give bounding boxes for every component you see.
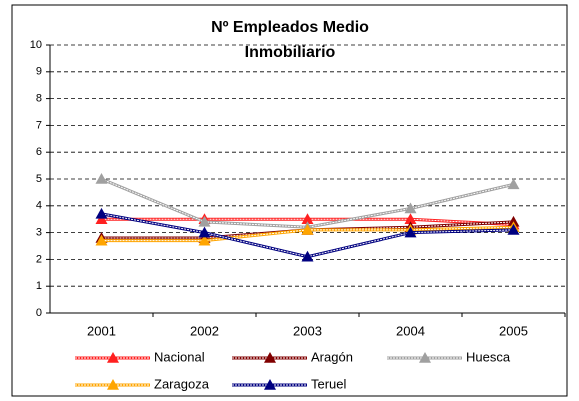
chart-border	[11, 4, 568, 397]
legend-marker	[264, 379, 276, 390]
marker	[301, 213, 314, 224]
marker	[198, 234, 211, 246]
y-tick-label: 4	[36, 200, 42, 212]
y-tick-label: 10	[30, 39, 42, 51]
marker	[404, 213, 417, 224]
chart-title: Inmobiliario	[245, 44, 336, 61]
legend-label: Teruel	[311, 376, 347, 391]
x-tick-label: 2003	[293, 323, 322, 338]
marker	[301, 250, 314, 262]
legend-marker	[107, 352, 119, 363]
marker	[198, 226, 211, 238]
y-tick-label: 2	[36, 253, 42, 265]
x-tick-label: 2002	[190, 323, 219, 338]
y-tick-label: 9	[36, 66, 42, 78]
x-tick-label: 2001	[87, 323, 116, 338]
y-tick-label: 5	[36, 173, 42, 185]
marker	[507, 178, 520, 190]
chart-title: Nº Empleados Medio	[211, 19, 369, 36]
x-tick-label: 2005	[499, 323, 528, 338]
y-tick-label: 0	[36, 307, 42, 319]
marker	[95, 207, 108, 219]
y-tick-label: 1	[36, 280, 42, 292]
marker	[301, 223, 314, 235]
legend-label: Huesca	[466, 349, 511, 364]
marker	[95, 173, 108, 184]
legend-marker	[107, 379, 119, 390]
marker	[95, 234, 108, 246]
legend-marker	[264, 352, 276, 363]
legend-label: Aragón	[311, 349, 353, 364]
x-tick-label: 2004	[396, 323, 425, 338]
marker	[404, 226, 417, 238]
marker	[404, 202, 417, 214]
legend-marker	[419, 352, 431, 363]
y-tick-label: 6	[36, 146, 42, 158]
y-tick-label: 8	[36, 93, 42, 105]
y-tick-label: 3	[36, 227, 42, 239]
series-line-inner	[101, 226, 514, 242]
y-tick-label: 7	[36, 119, 42, 131]
series-line-inner	[101, 221, 514, 239]
legend-label: Zaragoza	[154, 376, 210, 391]
legend-label: Nacional	[154, 349, 205, 364]
marker	[507, 223, 520, 235]
marker	[198, 215, 211, 227]
